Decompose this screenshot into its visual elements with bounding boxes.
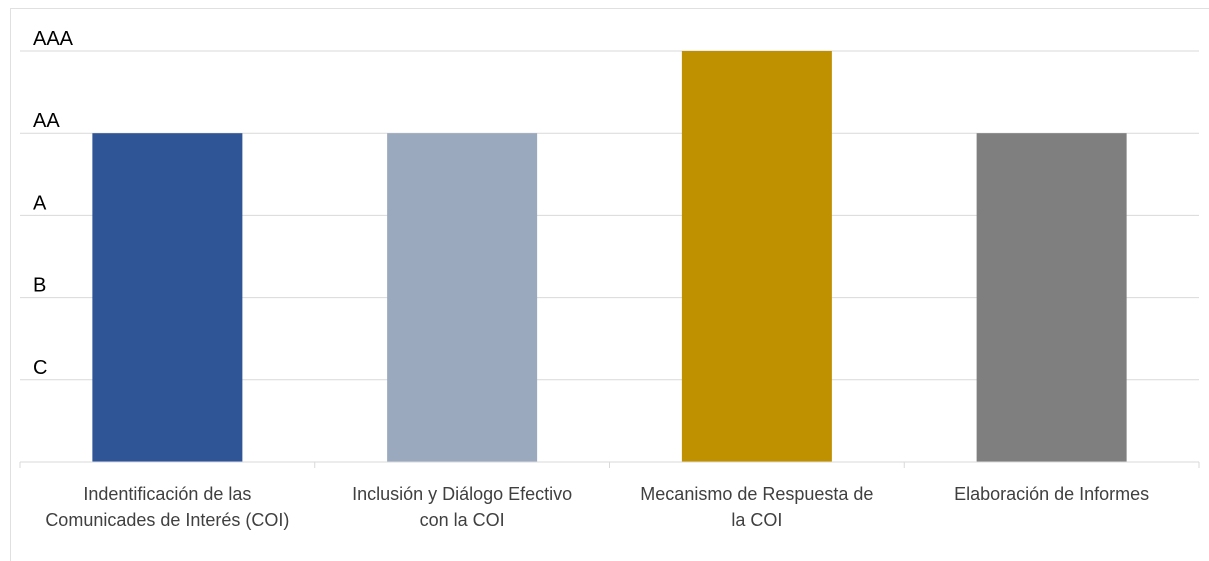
- bars: [92, 51, 1127, 462]
- bar-1: [92, 133, 243, 462]
- x-tick-label-line: Elaboración de Informes: [954, 484, 1150, 504]
- y-tick-label-aaa: AAA: [33, 28, 74, 50]
- x-tick-label-1: Indentificación de las Comunicades de Int…: [22, 481, 312, 533]
- x-axis: [19, 461, 1200, 468]
- x-tick-label-line: Inclusión y Diálogo Efectivo: [352, 484, 573, 504]
- bar-3: [681, 51, 832, 462]
- x-tick-label-3: Mecanismo de Respuesta de la COI: [612, 481, 902, 533]
- bar-2: [387, 133, 538, 462]
- y-tick-label-b: B: [33, 275, 46, 297]
- x-tick-label-line: con la COI: [419, 510, 505, 530]
- y-tick-label-aa: AA: [33, 110, 60, 132]
- x-tick-label-line: Indentificación de las: [83, 484, 252, 504]
- x-tick-label-4: Elaboración de Informes: [907, 481, 1197, 507]
- x-tick-label-line: la COI: [731, 510, 783, 530]
- y-tick-label-c: C: [33, 357, 47, 379]
- y-tick-label-a: A: [33, 192, 47, 214]
- x-tick-label-line: Mecanismo de Respuesta de: [640, 484, 874, 504]
- chart-frame: [10, 8, 1209, 561]
- bar-4: [976, 133, 1127, 462]
- x-tick-label-2: Inclusión y Diálogo Efectivo con la COI: [317, 481, 607, 533]
- x-tick-label-line: Comunicades de Interés (COI): [45, 510, 290, 530]
